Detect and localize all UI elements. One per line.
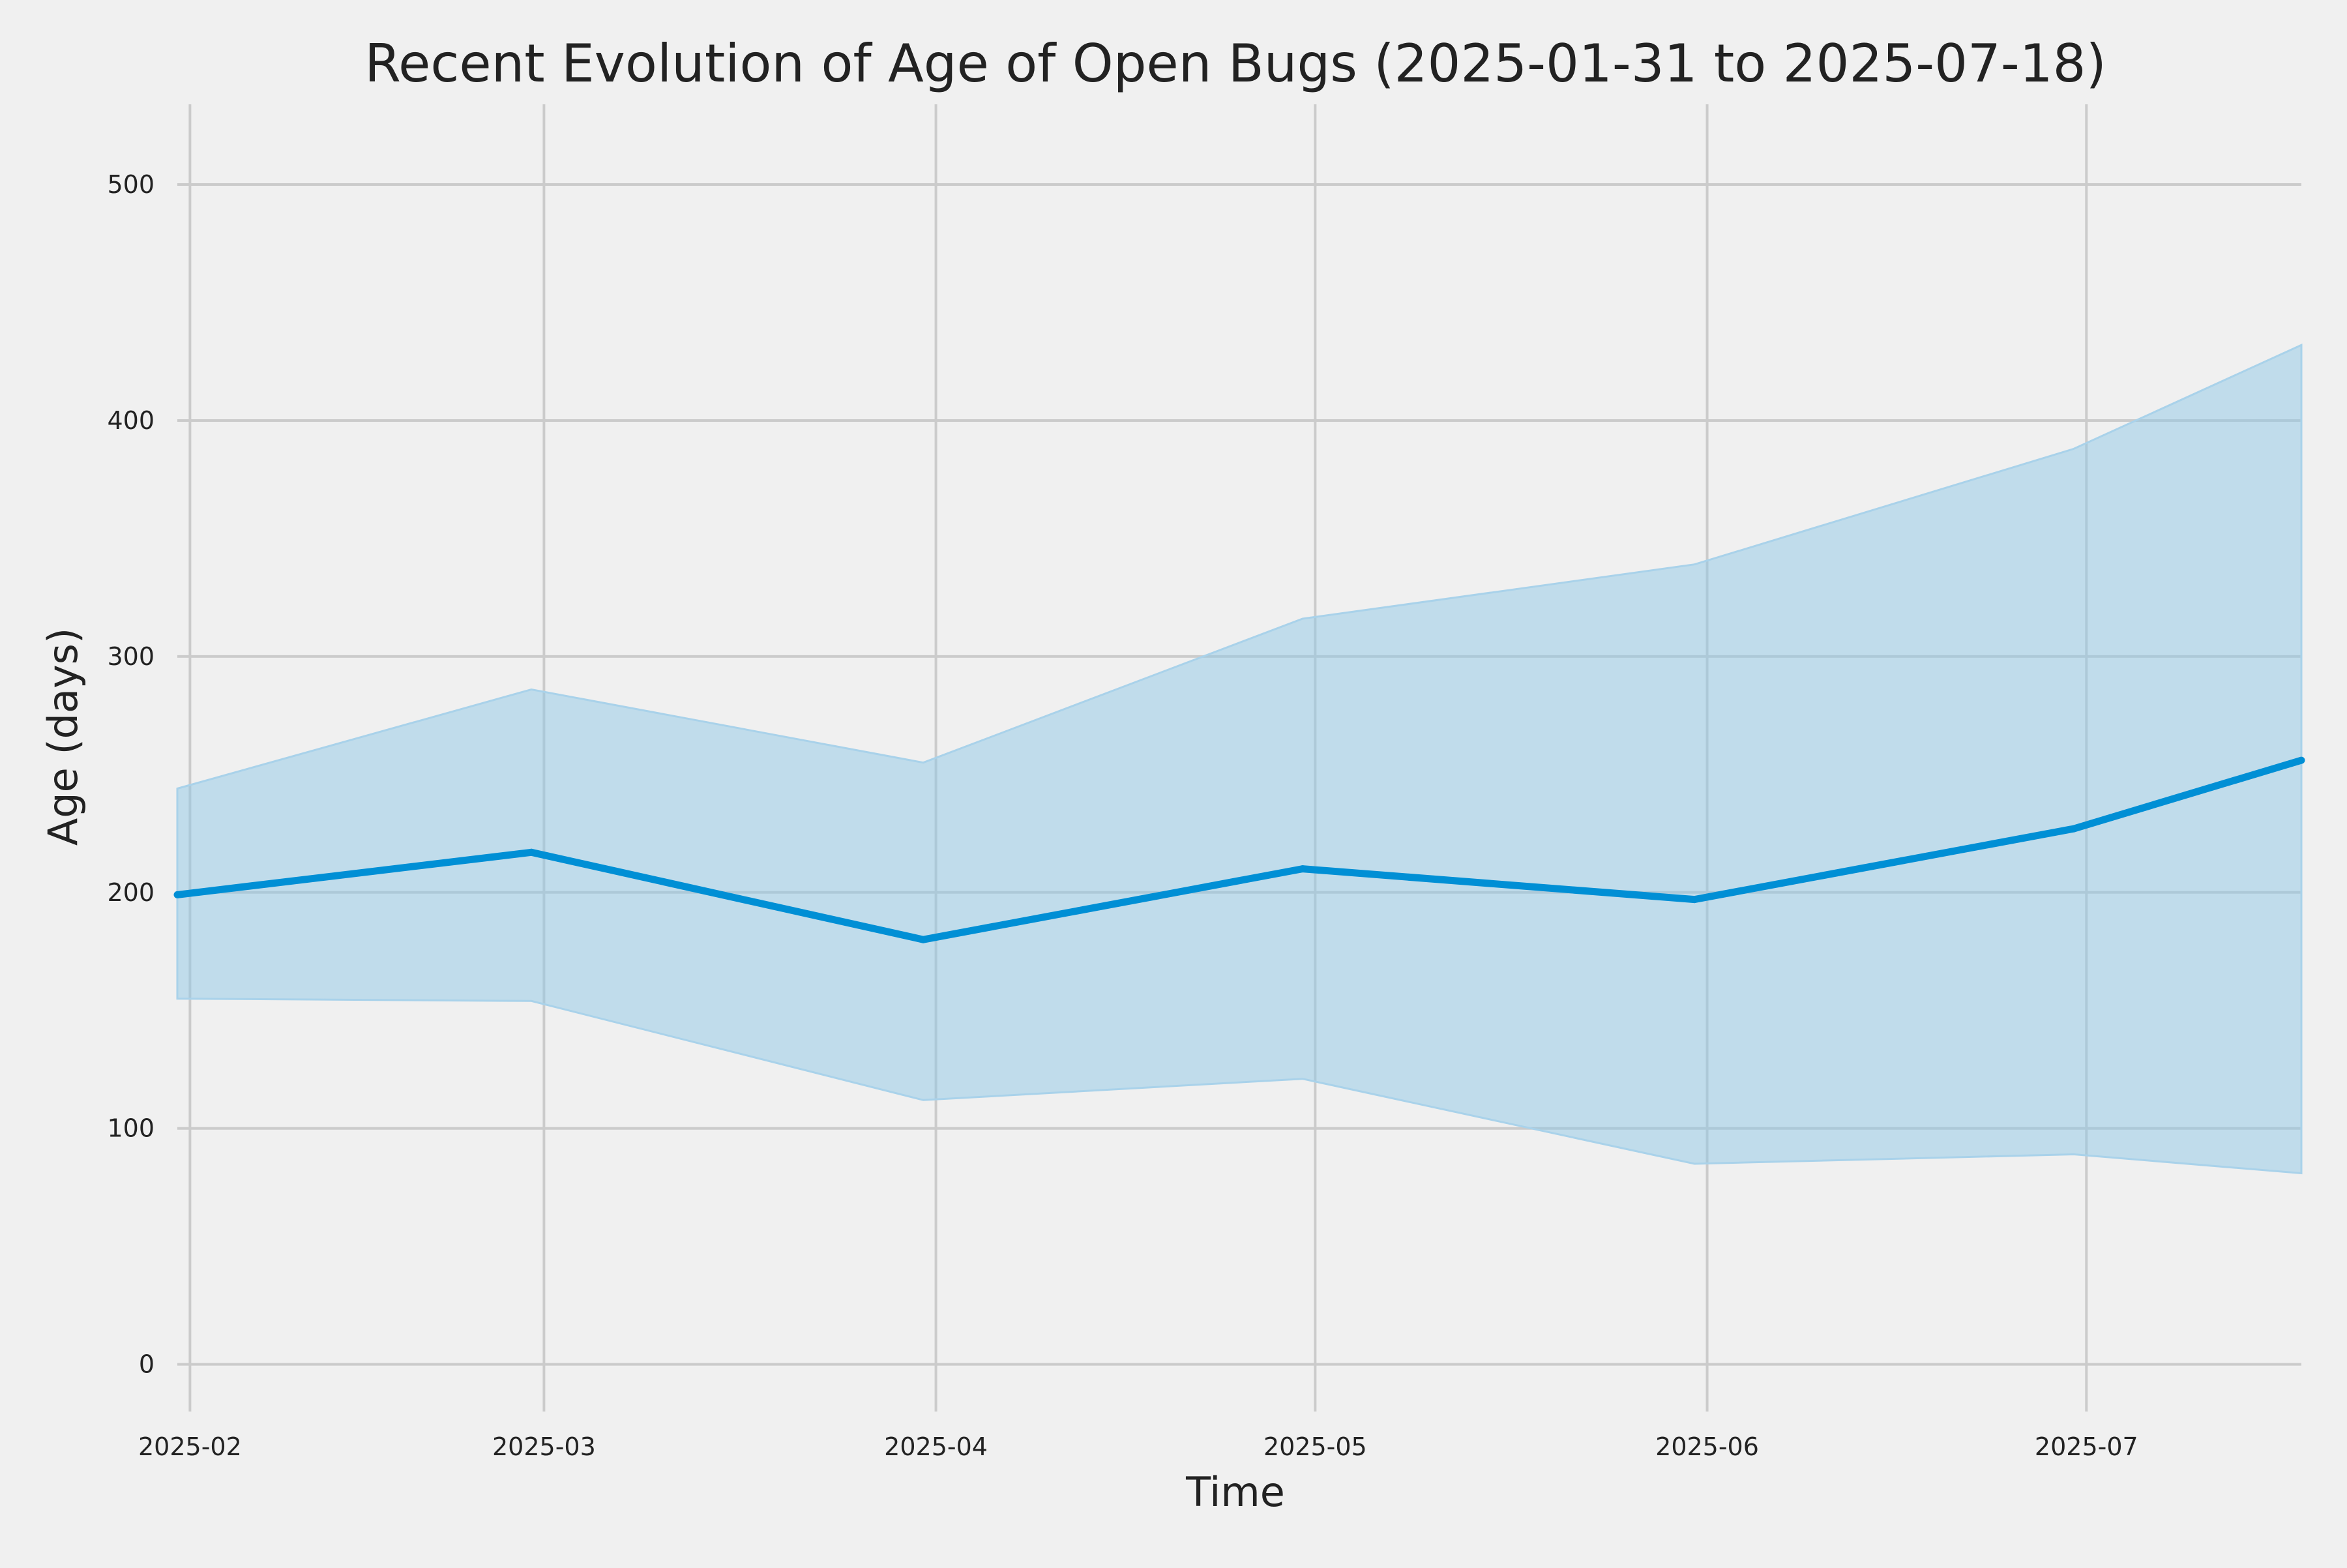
data-point bbox=[527, 848, 535, 856]
y-tick-label: 500 bbox=[107, 170, 155, 199]
x-axis-ticks: 2025-02 2025-03 2025-04 2025-05 2025-06 2025-… bbox=[138, 1432, 2138, 1461]
data-point bbox=[2297, 756, 2305, 764]
confidence-band bbox=[176, 343, 2303, 1175]
y-tick-label: 100 bbox=[107, 1114, 155, 1143]
data-point bbox=[1299, 865, 1306, 873]
y-tick-label: 300 bbox=[107, 642, 155, 671]
y-tick-label: 0 bbox=[139, 1350, 155, 1379]
data-point bbox=[173, 891, 181, 898]
x-axis-title: Time bbox=[1185, 1468, 1285, 1516]
x-tick-label: 2025-05 bbox=[1263, 1432, 1367, 1461]
y-axis-ticks: 0 100 200 300 400 500 bbox=[107, 170, 155, 1379]
data-point bbox=[1690, 896, 1698, 904]
x-tick-label: 2025-02 bbox=[138, 1432, 242, 1461]
x-tick-label: 2025-03 bbox=[492, 1432, 596, 1461]
y-tick-label: 400 bbox=[107, 406, 155, 435]
series-line-group bbox=[173, 756, 2305, 943]
x-tick-label: 2025-07 bbox=[2035, 1432, 2138, 1461]
chart-title: Recent Evolution of Age of Open Bugs (20… bbox=[364, 33, 2106, 94]
y-tick-label: 200 bbox=[107, 878, 155, 907]
y-axis-title: Age (days) bbox=[39, 628, 87, 846]
x-tick-label: 2025-06 bbox=[1655, 1432, 1759, 1461]
data-point bbox=[919, 936, 927, 943]
data-point bbox=[2070, 825, 2078, 833]
x-tick-label: 2025-04 bbox=[884, 1432, 988, 1461]
confidence-band-group bbox=[176, 343, 2303, 1175]
